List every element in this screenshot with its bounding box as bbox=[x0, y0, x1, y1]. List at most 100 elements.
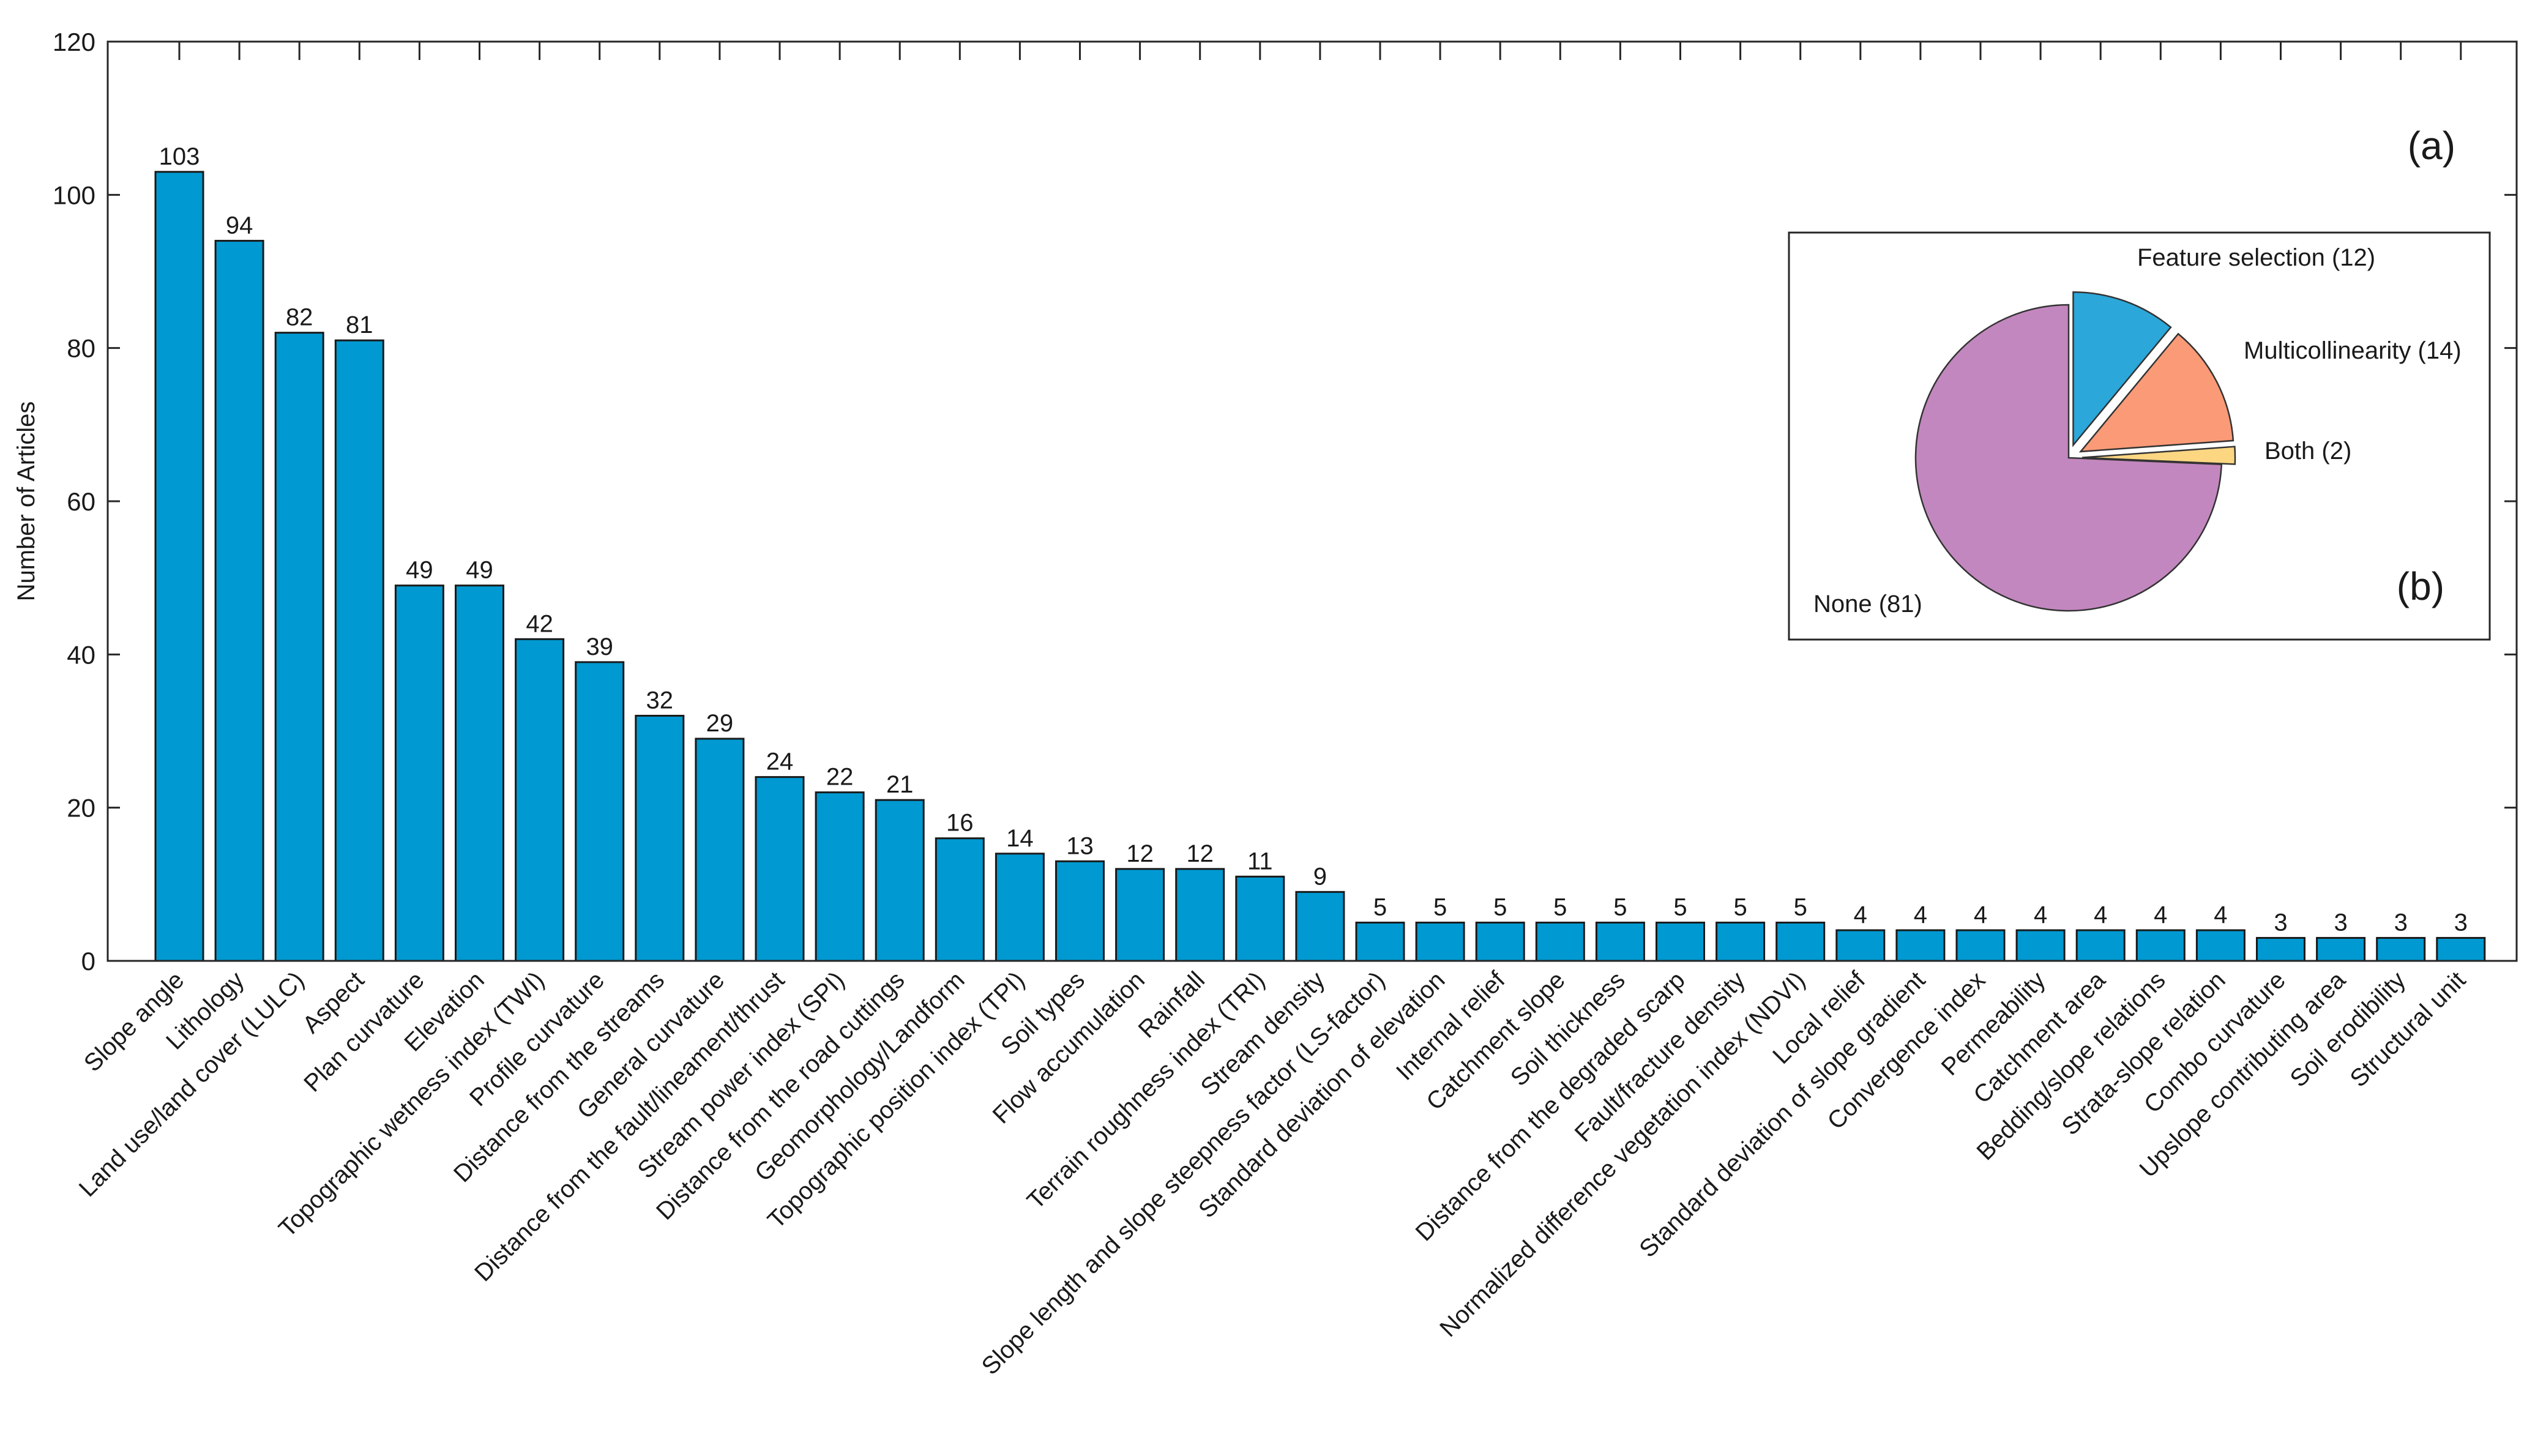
bar-catchment-area bbox=[2075, 929, 2126, 962]
bar-soil-thickness bbox=[1595, 921, 1645, 962]
y-tick-label: 80 bbox=[67, 334, 95, 363]
y-tick-label: 60 bbox=[67, 487, 95, 516]
bar-structural-unit bbox=[2436, 936, 2486, 962]
bar-fault-fracture-density bbox=[1716, 921, 1766, 962]
value-label: 4 bbox=[1914, 902, 1927, 928]
value-label: 5 bbox=[1373, 894, 1387, 920]
value-label: 49 bbox=[406, 557, 433, 584]
bar-catchment-slope bbox=[1535, 921, 1585, 962]
value-label: 4 bbox=[2154, 902, 2167, 928]
bar-flow-accumulation bbox=[1115, 868, 1165, 962]
bar-lithology bbox=[214, 239, 264, 962]
bar-elevation bbox=[455, 584, 504, 962]
bar-plan-curvature bbox=[394, 584, 444, 962]
value-label: 32 bbox=[646, 687, 674, 714]
pie-inset: Feature selection (12) Multicollinearity… bbox=[1788, 231, 2491, 641]
value-label: 5 bbox=[1553, 894, 1567, 920]
pie-slice-multicollinearity bbox=[2078, 332, 2234, 453]
value-label: 103 bbox=[159, 143, 200, 170]
bar-distance-from-the-road-cuttings bbox=[875, 799, 925, 962]
panel-label-b: (b) bbox=[2397, 564, 2444, 608]
value-label: 12 bbox=[1126, 840, 1154, 867]
value-label: 14 bbox=[1006, 825, 1034, 852]
pie-label-multicollinearity: Multicollinearity (14) bbox=[2244, 337, 2462, 364]
bar-standard-deviation-of-slope-gradient bbox=[1895, 929, 1946, 962]
value-label: 4 bbox=[2034, 902, 2047, 928]
bar-stream-power-index-spi bbox=[815, 791, 865, 962]
value-label: 13 bbox=[1066, 832, 1094, 859]
pie-label-both: Both (2) bbox=[2264, 438, 2351, 465]
bar-topographic-wetness-index-twi bbox=[515, 638, 565, 962]
value-label: 3 bbox=[2394, 909, 2408, 936]
bar-general-curvature bbox=[695, 737, 745, 962]
bar-slope-length-and-slope-steepness-factor-ls-factor bbox=[1355, 921, 1405, 962]
bar-stream-density bbox=[1295, 890, 1345, 962]
y-tick-label: 100 bbox=[53, 181, 95, 209]
plot-frame bbox=[106, 40, 2518, 962]
value-label: 39 bbox=[586, 633, 613, 660]
bar-distance-from-the-degraded-scarp bbox=[1656, 921, 1705, 962]
value-label: 9 bbox=[1313, 863, 1327, 890]
pie-slice-feature-selection bbox=[2072, 291, 2172, 447]
bar-standard-deviation-of-elevation bbox=[1415, 921, 1465, 962]
value-label: 94 bbox=[226, 212, 253, 239]
value-label: 22 bbox=[826, 764, 854, 791]
bar-bedding-slope-relations bbox=[2135, 929, 2186, 962]
y-axis-title: Number of Articles bbox=[13, 401, 40, 602]
y-tick-label: 40 bbox=[67, 640, 95, 669]
value-label: 4 bbox=[2214, 902, 2227, 928]
bar-convergence-index bbox=[1955, 929, 2006, 962]
bar-permeability bbox=[2015, 929, 2066, 962]
value-label: 5 bbox=[1613, 894, 1627, 920]
bar-distance-from-the-streams bbox=[635, 714, 685, 962]
value-label: 11 bbox=[1247, 848, 1273, 875]
bar-geomorphology-landform bbox=[935, 837, 985, 962]
panel-label-a: (a) bbox=[2408, 124, 2455, 168]
bar-aspect bbox=[334, 339, 384, 962]
value-label: 12 bbox=[1186, 840, 1214, 867]
bar-distance-from-the-fault-lineament-thrust bbox=[755, 776, 805, 962]
value-label: 5 bbox=[1493, 894, 1507, 920]
value-label: 82 bbox=[286, 304, 313, 331]
y-tick-label: 20 bbox=[67, 794, 95, 823]
pie-label-feature-selection: Feature selection (12) bbox=[2137, 244, 2375, 271]
bar-soil-types bbox=[1055, 860, 1105, 962]
bar-terrain-roughness-index-tri bbox=[1235, 875, 1285, 962]
bar-rainfall bbox=[1175, 868, 1225, 962]
value-label: 4 bbox=[1854, 902, 1867, 928]
x-tick-label: Slope angle bbox=[79, 966, 190, 1077]
value-label: 29 bbox=[706, 710, 734, 737]
value-label: 4 bbox=[2094, 902, 2107, 928]
pie-label-none: None (81) bbox=[1813, 591, 1922, 618]
x-tick-label: Permeability bbox=[1936, 966, 2051, 1081]
bar-profile-curvature bbox=[575, 661, 625, 962]
value-label: 3 bbox=[2274, 909, 2287, 936]
value-label: 5 bbox=[1794, 894, 1807, 920]
y-tick-label: 120 bbox=[53, 28, 95, 56]
value-label: 5 bbox=[1673, 894, 1687, 920]
pie-slice-both bbox=[2081, 446, 2236, 465]
bar-strata-slope-relation bbox=[2195, 929, 2246, 962]
value-label: 42 bbox=[526, 610, 553, 637]
bar-slope-angle bbox=[154, 171, 204, 962]
bar-internal-relief bbox=[1475, 921, 1525, 962]
value-label: 3 bbox=[2334, 909, 2347, 936]
bar-land-use-land-cover-lulc bbox=[274, 332, 324, 962]
value-label: 21 bbox=[886, 771, 914, 798]
value-label: 5 bbox=[1733, 894, 1747, 920]
pie-slice-none bbox=[1914, 304, 2223, 612]
y-tick-label: 0 bbox=[81, 947, 95, 976]
x-tick-label: Land use/land cover (LULC) bbox=[74, 966, 310, 1202]
value-label: 24 bbox=[766, 749, 794, 775]
value-label: 5 bbox=[1433, 894, 1447, 920]
value-label: 81 bbox=[346, 312, 373, 338]
value-label: 3 bbox=[2454, 909, 2468, 936]
value-label: 16 bbox=[946, 810, 974, 837]
bar-upslope-contributing-area bbox=[2316, 936, 2366, 962]
bar-normalized-difference-vegetation-index-ndvi bbox=[1775, 921, 1826, 962]
value-label: 4 bbox=[1974, 902, 1987, 928]
value-label: 49 bbox=[466, 557, 493, 584]
